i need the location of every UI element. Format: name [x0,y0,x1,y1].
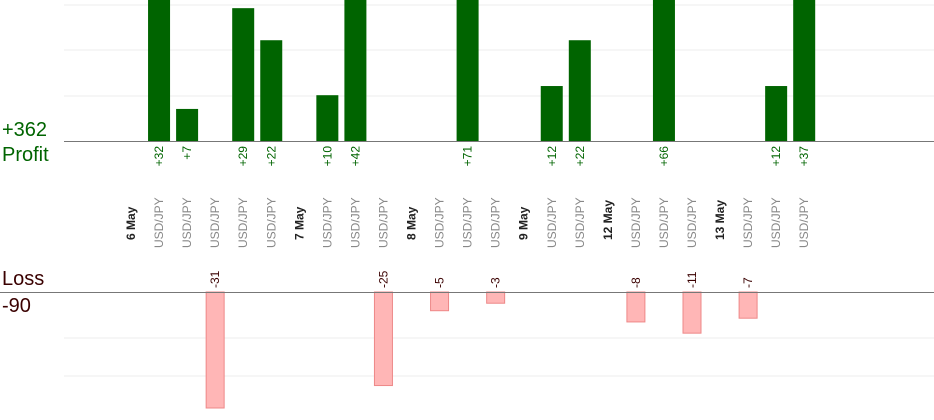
date-label: 6 May [124,206,138,240]
pair-label: USD/JPY [629,197,643,248]
pair-label: USD/JPY [236,197,250,248]
profit-bar [456,0,479,141]
date-label: 9 May [517,206,531,240]
loss-value-label: -3 [489,277,503,288]
profit-bar [793,0,816,141]
loss-bar [682,291,702,334]
loss-value-label: -5 [433,277,447,288]
pair-label: USD/JPY [797,197,811,248]
profit-value-label: +42 [348,146,362,167]
loss-value-label: -25 [376,270,390,288]
loss-bar [738,291,758,319]
loss-bar [373,291,393,387]
pair-label: USD/JPY [573,197,587,248]
pair-label: USD/JPY [208,197,222,248]
pair-label: USD/JPY [657,197,671,248]
profit-bar [765,86,788,141]
loss-bar [626,291,646,323]
pair-label: USD/JPY [461,197,475,248]
profit-bar [316,95,339,141]
pair-label: USD/JPY [685,197,699,248]
pair-label: USD/JPY [376,197,390,248]
profit-value-label: +10 [320,146,334,167]
profit-bar [540,86,563,141]
profit-value-label: +22 [573,146,587,167]
pair-label: USD/JPY [489,197,503,248]
pair-label: USD/JPY [545,197,559,248]
profit-bar [344,0,367,141]
pair-label: USD/JPY [433,197,447,248]
pair-label: USD/JPY [180,197,194,248]
loss-bar [205,291,225,409]
loss-value-label: -11 [685,271,699,288]
date-label: 13 May [713,200,727,240]
profit-value-label: +29 [236,146,250,167]
pair-label: USD/JPY [348,197,362,248]
profit-bar [176,108,199,141]
loss-total: -90 [2,295,31,317]
date-label: 7 May [292,206,306,240]
date-label: 12 May [601,200,615,240]
profit-value-label: +37 [797,146,811,167]
profit-bar [148,0,171,141]
pair-label: USD/JPY [320,197,334,248]
profit-total: +362 [2,119,48,141]
pair-label: USD/JPY [741,197,755,248]
pair-label: USD/JPY [769,197,783,248]
loss-label: Loss [2,268,45,290]
profit-value-label: +12 [545,146,559,167]
profit-value-label: +22 [264,146,278,167]
pair-label: USD/JPY [152,197,166,248]
profit-bar [652,0,675,141]
loss-bar [486,291,506,304]
date-label: 8 May [405,206,419,240]
pair-label: USD/JPY [264,197,278,248]
profit-value-label: +66 [657,146,671,167]
profit-value-label: +7 [180,146,194,160]
profit-value-label: +71 [461,146,475,167]
loss-value-label: -8 [629,277,643,288]
profit-bar [232,8,255,142]
loss-value-label: -7 [741,277,755,288]
profit-label: Profit [2,144,49,166]
profit-value-label: +12 [769,146,783,167]
loss-value-label: -31 [208,270,222,288]
profit-bar [260,40,283,141]
profit-value-label: +32 [152,146,166,167]
profit-bar [568,40,591,141]
loss-bar [430,291,450,312]
